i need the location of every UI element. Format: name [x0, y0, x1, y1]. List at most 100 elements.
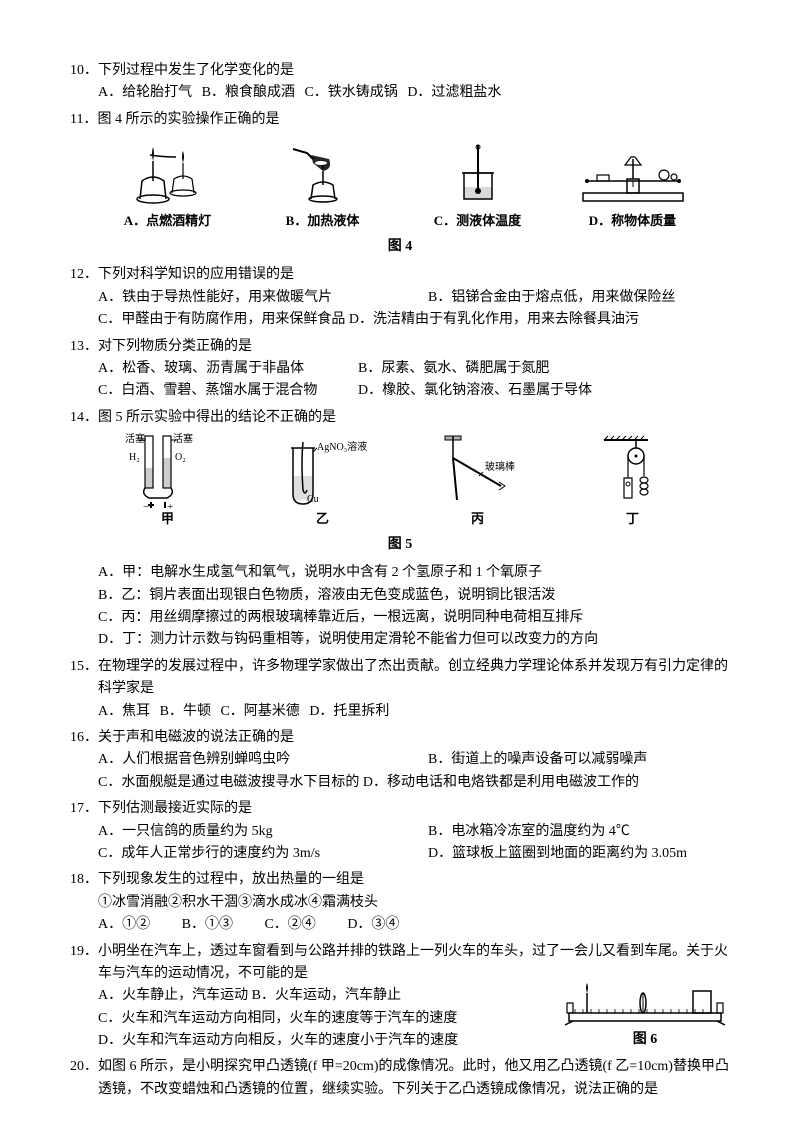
q13-a: A．松香、玻璃、沥青属于非晶体: [98, 358, 358, 380]
q16-stem: 16． 关于声和电磁波的说法正确的是: [70, 727, 730, 749]
q18-text: 下列现象发生的过程中，放出热量的一组是: [98, 869, 730, 891]
q17-stem: 17． 下列估测最接近实际的是: [70, 798, 730, 820]
question-12: 12． 下列对科学知识的应用错误的是 A．铁由于导热性能好，用来做暖气片 B．铝…: [70, 264, 730, 331]
q14-b: B．乙：铜片表面出现银白色物质，溶液由无色变成蓝色，说明铜比银活泼: [70, 585, 730, 607]
svg-text:O₂: O₂: [175, 452, 186, 463]
svg-text:AgNO₃溶液: AgNO₃溶液: [317, 440, 367, 453]
fig5-c-icon: 玻璃棒: [423, 432, 533, 512]
fig4-b-caption: B．加热液体: [286, 211, 360, 232]
q17-row1: A．一只信鸽的质量约为 5kg B．电冰箱冷冻室的温度约为 4℃: [70, 821, 730, 843]
q15-options: A．焦耳 B．牛顿 C．阿基米德 D．托里拆利: [70, 701, 730, 723]
fig5-a-caption: 甲: [161, 509, 174, 530]
q12-text: 下列对科学知识的应用错误的是: [98, 264, 730, 286]
q12-row2: C．甲醛由于有防腐作用，用来保鲜食品 D．洗洁精由于有乳化作用，用来去除餐具油污: [70, 309, 730, 331]
q14-number: 14．: [70, 407, 98, 429]
q18-b: B．①③: [182, 914, 233, 936]
question-14: 14． 图 5 所示实验中得出的结论不正确的是 活塞 活塞 H₂ O₂: [70, 407, 730, 652]
fig5-b-caption: 乙: [316, 509, 329, 530]
q13-row1: A．松香、玻璃、沥青属于非晶体 B．尿素、氨水、磷肥属于氮肥: [70, 358, 730, 380]
q17-a: A．一只信鸽的质量约为 5kg: [70, 821, 400, 843]
q14-text: 图 5 所示实验中得出的结论不正确的是: [98, 407, 730, 429]
q18-stem: 18． 下列现象发生的过程中，放出热量的一组是: [70, 869, 730, 891]
q20-number: 20．: [70, 1056, 98, 1101]
svg-text:活塞: 活塞: [173, 432, 193, 445]
q14-a: A．甲：电解水生成氢气和氧气，说明水中含有 2 个氢原子和 1 个氧原子: [70, 562, 730, 584]
question-18: 18． 下列现象发生的过程中，放出热量的一组是 ①冰雪消融②积水干涸③滴水成冰④…: [70, 869, 730, 936]
fig4-c-caption: C．测液体温度: [434, 211, 521, 232]
fig5-c: 玻璃棒 丙: [400, 437, 555, 530]
q15-text: 在物理学的发展过程中，许多物理学家做出了杰出贡献。创立经典力学理论体系并发现万有…: [98, 656, 730, 701]
q18-d: D．③④: [347, 914, 399, 936]
fig4-a: A．点燃酒精灯: [90, 139, 245, 232]
q12-a: A．铁由于导热性能好，用来做暖气片: [70, 287, 400, 309]
fig4-c-icon: [438, 141, 518, 207]
q17-text: 下列估测最接近实际的是: [98, 798, 730, 820]
q14-stem: 14． 图 5 所示实验中得出的结论不正确的是: [70, 407, 730, 429]
q13-text: 对下列物质分类正确的是: [98, 336, 730, 358]
q18-sub: ①冰雪消融②积水干涸③滴水成冰④霜满枝头: [70, 892, 730, 914]
fig5-b: AgNO₃溶液 Cu 乙: [245, 437, 400, 530]
q15-b: B．牛顿: [160, 701, 211, 723]
q19-b: B．火车运动，汽车静止: [252, 988, 401, 1003]
q11-text: 图 4 所示的实验操作正确的是: [97, 109, 730, 131]
fig6-icon: [563, 981, 728, 1029]
q19-number: 19．: [70, 941, 98, 986]
q10-number: 10．: [70, 60, 98, 82]
question-11: 11． 图 4 所示的实验操作正确的是 A．点燃酒精灯: [70, 109, 730, 259]
q16-b: B．街道上的噪声设备可以减弱噪声: [400, 749, 730, 771]
fig4-a-caption: A．点燃酒精灯: [124, 211, 211, 232]
q16-text: 关于声和电磁波的说法正确的是: [98, 727, 730, 749]
figure-5: 活塞 活塞 H₂ O₂ − + 甲 AgNO₃溶液: [90, 437, 730, 530]
q15-stem: 15． 在物理学的发展过程中，许多物理学家做出了杰出贡献。创立经典力学理论体系并…: [70, 656, 730, 701]
q13-number: 13．: [70, 336, 98, 358]
q15-number: 15．: [70, 656, 98, 701]
q17-number: 17．: [70, 798, 98, 820]
q15-a: A．焦耳: [98, 701, 150, 723]
q16-a: A．人们根据音色辨别蝉鸣虫吟: [70, 749, 400, 771]
q11-number: 11．: [70, 109, 97, 131]
q10-c: C．铁水铸成锅: [304, 82, 397, 104]
fig4-d-icon: [573, 141, 693, 207]
q14-c: C．丙：用丝绸摩擦过的两根玻璃棒靠近后，一根远离，说明同种电荷相互排斥: [70, 607, 730, 629]
q20-stem: 20． 如图 6 所示，是小明探究甲凸透镜(f 甲=20cm)的成像情况。此时，…: [70, 1056, 730, 1101]
fig5-c-caption: 丙: [471, 509, 484, 530]
q12-row1: A．铁由于导热性能好，用来做暖气片 B．铝锑合金由于熔点低，用来做保险丝: [70, 287, 730, 309]
fig5-b-icon: AgNO₃溶液 Cu: [273, 432, 373, 512]
q14-d: D．丁：测力计示数与钩码重相等，说明使用定滑轮不能省力但可以改变力的方向: [70, 629, 730, 651]
fig4-c: C．测液体温度: [400, 139, 555, 232]
q12-b: B．铝锑合金由于熔点低，用来做保险丝: [400, 287, 730, 309]
q19-text: 小明坐在汽车上，透过车窗看到与公路并排的铁路上一列火车的车头，过了一会儿又看到车…: [98, 941, 730, 986]
q13-d: D．橡胶、氯化钠溶液、石墨属于导体: [358, 380, 592, 402]
q13-c: C．白酒、雪碧、蒸馏水属于混合物: [98, 380, 358, 402]
q18-options: A．①② B．①③ C．②④ D．③④: [70, 914, 730, 936]
q19-stem: 19． 小明坐在汽车上，透过车窗看到与公路并排的铁路上一列火车的车头，过了一会儿…: [70, 941, 730, 986]
q19-a: A．火车静止，汽车运动: [98, 988, 248, 1003]
fig5-d-caption: 丁: [626, 509, 639, 530]
q14-options: A．甲：电解水生成氢气和氧气，说明水中含有 2 个氢原子和 1 个氧原子 B．乙…: [70, 562, 730, 652]
fig4-b-icon: [283, 141, 363, 207]
svg-text:Cu: Cu: [307, 494, 319, 505]
fig5-label: 图 5: [70, 534, 730, 556]
question-15: 15． 在物理学的发展过程中，许多物理学家做出了杰出贡献。创立经典力学理论体系并…: [70, 656, 730, 723]
question-20: 20． 如图 6 所示，是小明探究甲凸透镜(f 甲=20cm)的成像情况。此时，…: [70, 1056, 730, 1101]
q20-text: 如图 6 所示，是小明探究甲凸透镜(f 甲=20cm)的成像情况。此时，他又用乙…: [98, 1056, 730, 1101]
q13-b: B．尿素、氨水、磷肥属于氮肥: [358, 358, 549, 380]
svg-text:H₂: H₂: [129, 452, 140, 463]
q10-text: 下列过程中发生了化学变化的是: [98, 60, 730, 82]
fig5-a: 活塞 活塞 H₂ O₂ − + 甲: [90, 437, 245, 530]
fig4-label: 图 4: [70, 236, 730, 258]
fig6-label: 图 6: [560, 1029, 730, 1051]
q17-d: D．篮球板上篮圈到地面的距离约为 3.05m: [400, 843, 730, 865]
q15-c: C．阿基米德: [220, 701, 299, 723]
q16-row2: C．水面舰艇是通过电磁波搜寻水下目标的 D．移动电话和电烙铁都是利用电磁波工作的: [70, 772, 730, 794]
q12-stem: 12． 下列对科学知识的应用错误的是: [70, 264, 730, 286]
svg-text:−: −: [143, 501, 149, 512]
fig5-a-icon: 活塞 活塞 H₂ O₂ − +: [123, 432, 213, 512]
fig4-d: D．称物体质量: [555, 139, 710, 232]
question-17: 17． 下列估测最接近实际的是 A．一只信鸽的质量约为 5kg B．电冰箱冷冻室…: [70, 798, 730, 865]
q12-c: C．甲醛由于有防腐作用，用来保鲜食品: [98, 312, 345, 327]
q17-row2: C．成年人正常步行的速度约为 3m/s D．篮球板上篮圈到地面的距离约为 3.0…: [70, 843, 730, 865]
fig5-d: 丁: [555, 437, 710, 530]
fig5-d-icon: [598, 432, 668, 512]
q13-stem: 13． 对下列物质分类正确的是: [70, 336, 730, 358]
